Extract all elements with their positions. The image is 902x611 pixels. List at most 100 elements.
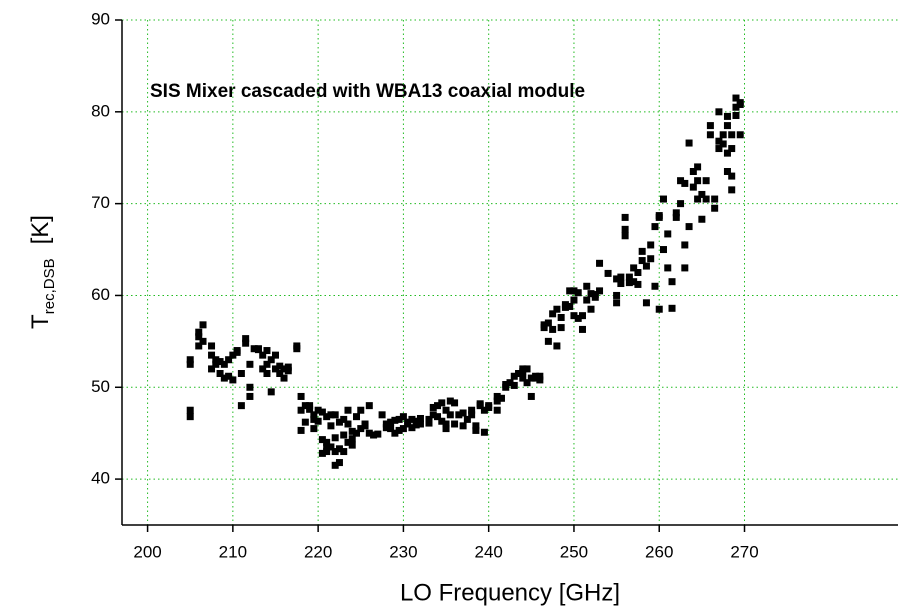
point xyxy=(208,342,216,350)
point xyxy=(451,399,459,407)
point xyxy=(250,345,258,353)
point xyxy=(387,418,395,426)
point xyxy=(233,348,241,356)
point xyxy=(553,342,561,350)
point xyxy=(365,429,373,437)
point xyxy=(344,420,352,428)
point xyxy=(263,347,271,355)
point xyxy=(391,429,399,437)
point xyxy=(672,213,680,221)
y-label-symbol: T xyxy=(27,314,54,329)
point xyxy=(323,413,331,421)
point xyxy=(677,200,685,208)
point xyxy=(532,372,540,380)
point xyxy=(442,406,450,414)
point xyxy=(348,427,356,435)
point xyxy=(694,195,702,203)
point xyxy=(651,282,659,290)
point xyxy=(719,131,727,139)
point xyxy=(659,246,667,254)
point xyxy=(331,448,339,456)
point xyxy=(438,399,446,407)
point xyxy=(694,163,702,171)
point xyxy=(617,280,625,288)
point xyxy=(515,370,523,377)
point xyxy=(689,183,697,191)
point xyxy=(357,425,365,433)
point xyxy=(323,443,331,451)
point xyxy=(399,425,407,433)
point xyxy=(408,424,416,432)
point xyxy=(408,415,416,423)
point xyxy=(442,425,450,433)
point xyxy=(651,223,659,231)
x-tick-label: 230 xyxy=(389,542,417,561)
point xyxy=(621,213,629,221)
point xyxy=(280,374,288,382)
point xyxy=(647,241,655,249)
point xyxy=(391,416,399,424)
point xyxy=(655,212,663,220)
x-axis-label: LO Frequency [GHz] xyxy=(400,579,620,606)
point xyxy=(677,177,685,185)
point xyxy=(348,435,356,443)
point xyxy=(549,325,557,333)
point xyxy=(625,273,633,281)
point xyxy=(357,406,365,414)
point xyxy=(493,397,501,405)
point xyxy=(212,360,220,368)
x-tick-label: 210 xyxy=(219,542,247,561)
point xyxy=(519,374,527,382)
point xyxy=(434,402,442,410)
x-tick-label: 260 xyxy=(645,542,673,561)
point xyxy=(216,358,224,366)
point xyxy=(634,269,642,276)
point xyxy=(446,397,454,405)
point xyxy=(638,257,646,265)
point xyxy=(583,296,591,304)
point xyxy=(425,415,433,423)
point xyxy=(706,122,714,130)
point xyxy=(604,269,612,277)
point xyxy=(237,370,245,377)
point xyxy=(263,370,271,377)
point xyxy=(591,291,599,299)
point xyxy=(353,413,361,421)
point xyxy=(220,374,228,382)
point xyxy=(557,324,565,332)
point xyxy=(208,351,216,359)
point xyxy=(327,443,335,451)
point xyxy=(348,441,356,449)
y-label-subscript: rec,DSB xyxy=(41,258,58,314)
point xyxy=(668,304,676,312)
point xyxy=(306,405,314,413)
point xyxy=(497,394,505,402)
point xyxy=(220,360,228,368)
point xyxy=(344,438,352,446)
point xyxy=(527,392,535,400)
point xyxy=(331,411,339,419)
annotation: SIS Mixer cascaded with WBA13 coaxial mo… xyxy=(150,81,585,102)
point xyxy=(502,383,510,391)
point xyxy=(229,351,237,359)
point xyxy=(536,372,544,380)
y-tick-label: 50 xyxy=(91,377,110,396)
point xyxy=(331,461,339,469)
point xyxy=(527,374,535,382)
point xyxy=(566,287,574,295)
point xyxy=(246,392,254,400)
point xyxy=(216,370,224,377)
y-tick-label: 40 xyxy=(91,469,110,488)
point xyxy=(271,365,279,373)
point xyxy=(195,342,203,350)
point xyxy=(442,420,450,428)
point xyxy=(553,305,561,313)
point xyxy=(536,376,544,384)
point xyxy=(314,406,322,414)
point xyxy=(340,448,348,456)
point xyxy=(719,140,727,148)
point xyxy=(314,417,322,425)
point xyxy=(642,299,650,307)
point xyxy=(634,280,642,288)
